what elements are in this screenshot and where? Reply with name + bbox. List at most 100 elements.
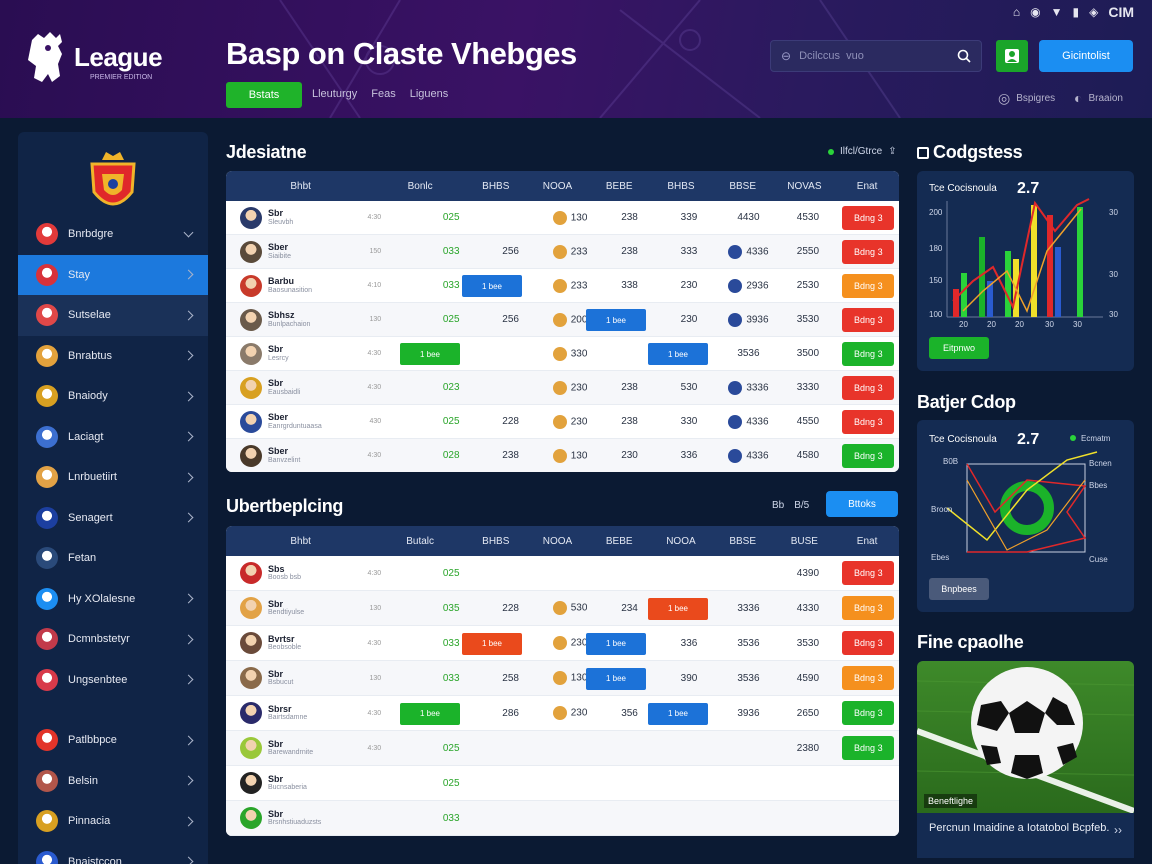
search-input[interactable]: [799, 50, 949, 62]
live-indicator[interactable]: Ilfcl/Gtrce ⇪: [828, 146, 897, 157]
odds-cell[interactable]: 230: [540, 706, 599, 720]
sidebar-item[interactable]: Pinnacia: [18, 801, 208, 842]
sidebar-item[interactable]: Fetan: [18, 538, 208, 579]
odds-pill[interactable]: 1 bee: [586, 667, 646, 690]
column-header[interactable]: Bhbt: [290, 535, 311, 547]
odds-cell[interactable]: 4580: [778, 450, 837, 461]
odds-cell[interactable]: 2380: [778, 743, 837, 754]
odds-cell[interactable]: 256: [481, 314, 540, 325]
column-header[interactable]: BEBE: [605, 180, 633, 192]
odds-cell[interactable]: 025: [421, 778, 480, 789]
odds-cell[interactable]: 336: [659, 450, 718, 461]
chevron-right-icon[interactable]: [183, 310, 194, 321]
table-row[interactable]: Sbr Brsnhstiuaduzsts 033: [226, 801, 899, 836]
filter-option[interactable]: Bb: [772, 500, 785, 511]
column-header[interactable]: NOOA: [542, 535, 573, 547]
odds-cell[interactable]: 330: [659, 416, 718, 427]
odds-cell[interactable]: 3530: [778, 314, 837, 325]
table-row[interactable]: Sber Eanrgrduntuaasa 430 025 228 230 238 330 433…: [226, 405, 899, 439]
chevron-right-icon[interactable]: [183, 775, 194, 786]
chevron-right-icon[interactable]: [183, 512, 194, 523]
odds-cell[interactable]: 228: [481, 416, 540, 427]
odds-cell[interactable]: 230: [540, 414, 599, 429]
odds-cell[interactable]: 028: [421, 450, 480, 461]
odds-cell[interactable]: 3936: [719, 312, 778, 327]
odds-cell[interactable]: 033: [421, 638, 480, 649]
odds-pill[interactable]: 1 bee: [648, 343, 708, 365]
news-card[interactable]: Percnun Imaidine a Iotatobol Bcpfeb. ››: [917, 813, 1134, 858]
column-header[interactable]: Bhbt: [290, 180, 311, 192]
odds-cell[interactable]: 2936: [719, 278, 778, 293]
bet-button[interactable]: Bdng 3: [842, 443, 895, 468]
column-header[interactable]: BBSE: [729, 535, 756, 547]
bet-button[interactable]: Bdng 3: [842, 596, 895, 620]
odds-pill[interactable]: 1 bee: [462, 632, 522, 655]
tool-settings[interactable]: ◎ Bspigres: [998, 90, 1056, 106]
account-button[interactable]: [996, 40, 1028, 72]
sidebar-item[interactable]: Bnrbdgre: [18, 214, 208, 255]
odds-cell[interactable]: 338: [600, 280, 659, 291]
odds-cell[interactable]: 033: [421, 813, 480, 824]
odds-cell[interactable]: 230: [540, 636, 599, 650]
odds-cell[interactable]: 4336: [719, 448, 778, 463]
chevron-down-icon[interactable]: [183, 227, 194, 238]
sidebar-item[interactable]: Lnrbuetiirt: [18, 457, 208, 498]
filter-option[interactable]: B/5: [794, 500, 810, 511]
sidebar-item[interactable]: Dcmnbstetyr: [18, 619, 208, 660]
odds-cell[interactable]: 336: [659, 638, 718, 649]
column-header[interactable]: NOOA: [666, 535, 696, 547]
odds-cell[interactable]: 033: [421, 280, 480, 291]
table-row[interactable]: Sbs Boosb bsb 4:30 025 4390 Bdng 3: [226, 556, 899, 591]
search-bar[interactable]: ⊖: [770, 40, 982, 72]
notification-icon[interactable]: ◉: [1030, 5, 1041, 19]
header-link[interactable]: Feas: [371, 88, 396, 100]
table-row[interactable]: Sber Siaibite 150 033 256 233 238 333 4336 2550 Bd…: [226, 235, 899, 269]
sidebar-item[interactable]: Ungsenbtee: [18, 660, 208, 701]
odds-cell[interactable]: 330: [540, 346, 599, 361]
chevron-right-icon[interactable]: [183, 856, 194, 864]
bet-button[interactable]: Bdng 3: [842, 273, 895, 298]
table-row[interactable]: Sbr Bsbucut 130 033 258 130 390 3536 4590 Bdng 3: [226, 661, 899, 696]
search-icon[interactable]: [957, 49, 971, 63]
odds-pill[interactable]: 1 bee: [400, 702, 460, 725]
odds-cell[interactable]: 025: [421, 743, 480, 754]
odds-cell[interactable]: 4550: [778, 416, 837, 427]
sidebar-item[interactable]: Bnrabtus: [18, 336, 208, 377]
odds-cell[interactable]: 238: [481, 450, 540, 461]
table-row[interactable]: Sbr Sleuvbh 4:30 025 130 238 339 4430 4530 Bdng 3: [226, 201, 899, 235]
odds-cell[interactable]: 234: [600, 603, 659, 614]
bet-button[interactable]: Bdng 3: [842, 205, 895, 230]
odds-cell[interactable]: 3536: [719, 348, 778, 359]
odds-cell[interactable]: 233: [540, 278, 599, 293]
bet-button[interactable]: Bdng 3: [842, 239, 895, 264]
bet-button[interactable]: Bdng 3: [842, 561, 895, 585]
column-header[interactable]: BHBS: [667, 180, 695, 192]
odds-cell[interactable]: 4590: [778, 673, 837, 684]
chevron-right-icon[interactable]: [183, 735, 194, 746]
odds-cell[interactable]: 233: [540, 244, 599, 259]
chevron-right-icon[interactable]: [183, 472, 194, 483]
odds-cell[interactable]: 2550: [778, 246, 837, 257]
table-row[interactable]: Bvrtsr Beobsoble 4:30 033 230 336 3536 3530 Bdng…: [226, 626, 899, 661]
sidebar-item[interactable]: Bnaistccon: [18, 842, 208, 864]
odds-cell[interactable]: 228: [481, 603, 540, 614]
odds-pill[interactable]: 1 bee: [462, 275, 522, 297]
sidebar-item[interactable]: Patlbbpce: [18, 720, 208, 761]
odds-cell[interactable]: 230: [540, 380, 599, 395]
odds-cell[interactable]: 025: [421, 568, 480, 579]
odds-cell[interactable]: 4330: [778, 603, 837, 614]
odds-cell[interactable]: 025: [421, 212, 480, 223]
chevron-right-icon[interactable]: [183, 431, 194, 442]
odds-cell[interactable]: 256: [481, 246, 540, 257]
share-icon[interactable]: ⇪: [888, 146, 897, 157]
odds-cell[interactable]: 390: [659, 673, 718, 684]
column-header[interactable]: Butalc: [406, 535, 435, 547]
bet-button[interactable]: Bdng 3: [842, 375, 895, 400]
odds-cell[interactable]: 3336: [719, 603, 778, 614]
odds-cell[interactable]: 3536: [719, 673, 778, 684]
stats-panel-button[interactable]: Bnpbees: [929, 578, 989, 600]
bet-button[interactable]: Bdng 3: [842, 631, 895, 655]
filter-icon[interactable]: ⊖: [781, 49, 792, 63]
odds-pill[interactable]: 1 bee: [586, 632, 646, 655]
odds-cell[interactable]: 333: [659, 246, 718, 257]
